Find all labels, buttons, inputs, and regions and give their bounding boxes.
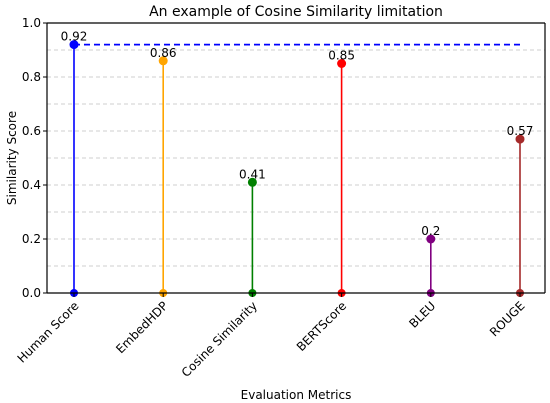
value-marker xyxy=(158,56,168,66)
value-label: 0.57 xyxy=(507,124,534,138)
y-tick-label: 0.0 xyxy=(22,286,41,300)
value-marker xyxy=(337,59,347,68)
y-tick-label: 0.4 xyxy=(22,178,41,192)
data-marks xyxy=(69,40,525,297)
value-marker xyxy=(426,234,436,244)
x-tick-label: BLEU xyxy=(406,299,438,331)
x-tick-label: ROUGE xyxy=(487,299,528,340)
tick-labels: 0.0 0.2 0.4 0.6 0.8 1.0 Human Score EmbedHDP Cos… xyxy=(15,16,528,380)
value-marker xyxy=(69,40,79,50)
value-marker xyxy=(247,177,257,187)
x-axis-label: Evaluation Metrics xyxy=(241,388,352,402)
x-tick-label: Cosine Similarity xyxy=(179,299,260,380)
value-label: 0.85 xyxy=(328,49,355,63)
y-axis-label: Similarity Score xyxy=(5,111,19,205)
y-tick-label: 0.2 xyxy=(22,232,41,246)
value-label: 0.92 xyxy=(61,30,88,44)
value-label: 0.86 xyxy=(150,46,177,60)
value-label: 0.2 xyxy=(421,224,440,238)
y-tick-label: 0.8 xyxy=(22,70,41,84)
value-marker xyxy=(515,134,525,144)
x-tick-label: EmbedHDP xyxy=(113,299,171,357)
value-label: 0.41 xyxy=(239,167,266,181)
value-labels: 0.92 0.86 0.41 0.85 0.2 0.57 xyxy=(61,30,534,238)
y-tick-label: 0.6 xyxy=(22,124,41,138)
gridlines xyxy=(47,49,545,267)
axes xyxy=(46,22,546,294)
y-tick-label: 1.0 xyxy=(22,16,41,30)
chart-title: An example of Cosine Similarity limitati… xyxy=(149,4,443,20)
x-tick-label: BERTScore xyxy=(294,299,349,354)
x-tick-label: Human Score xyxy=(15,299,82,366)
